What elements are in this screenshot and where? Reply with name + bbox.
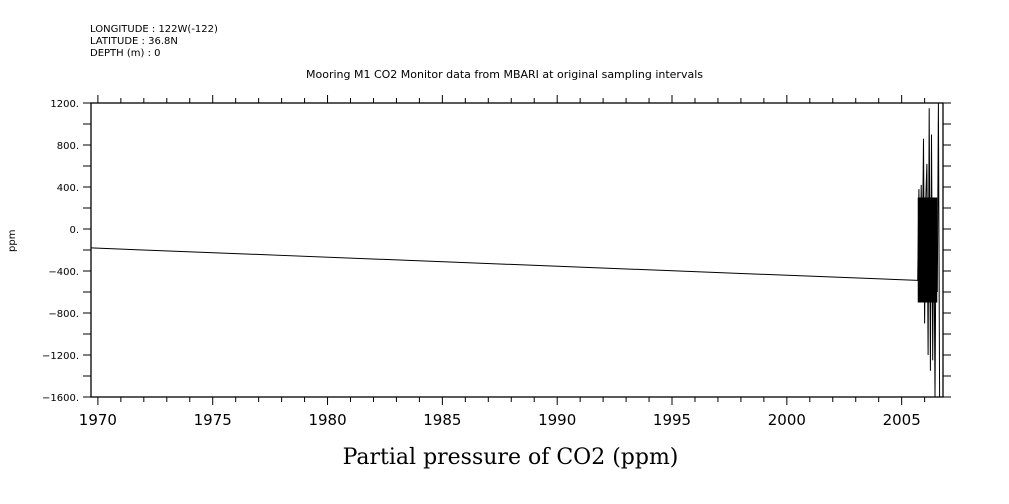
x-tick-label: 1980	[308, 411, 346, 429]
x-tick-label: 2000	[768, 411, 806, 429]
y-tick-label: −1600.	[42, 393, 79, 404]
y-tick-label: 800.	[57, 141, 79, 152]
plot-frame	[90, 102, 944, 398]
x-tick-label: 1975	[194, 411, 232, 429]
longitude-label: LONGITUDE : 122W(-122)	[90, 24, 218, 35]
x-tick-label: 1995	[653, 411, 691, 429]
chart-title: Mooring M1 CO2 Monitor data from MBARI a…	[306, 68, 703, 81]
x-tick-label: 2005	[883, 411, 921, 429]
x-tick-label: 1985	[423, 411, 461, 429]
x-axis-label: Partial pressure of CO2 (ppm)	[342, 445, 679, 470]
y-tick-label: −1200.	[42, 351, 79, 362]
y-tick-label: 1200.	[50, 99, 79, 110]
y-tick-label: 400.	[57, 183, 79, 194]
y-axis-label: ppm	[7, 229, 18, 252]
latitude-label: LATITUDE : 36.8N	[90, 36, 178, 47]
y-tick-label: −800.	[48, 309, 79, 320]
series-dense-region	[917, 197, 938, 303]
y-tick-label: 0.	[69, 225, 79, 236]
y-tick-label: −400.	[48, 267, 79, 278]
x-tick-label: 1970	[79, 411, 117, 429]
depth-label: DEPTH (m) : 0	[90, 48, 161, 59]
x-tick-label: 1990	[538, 411, 576, 429]
series-line	[90, 102, 941, 398]
